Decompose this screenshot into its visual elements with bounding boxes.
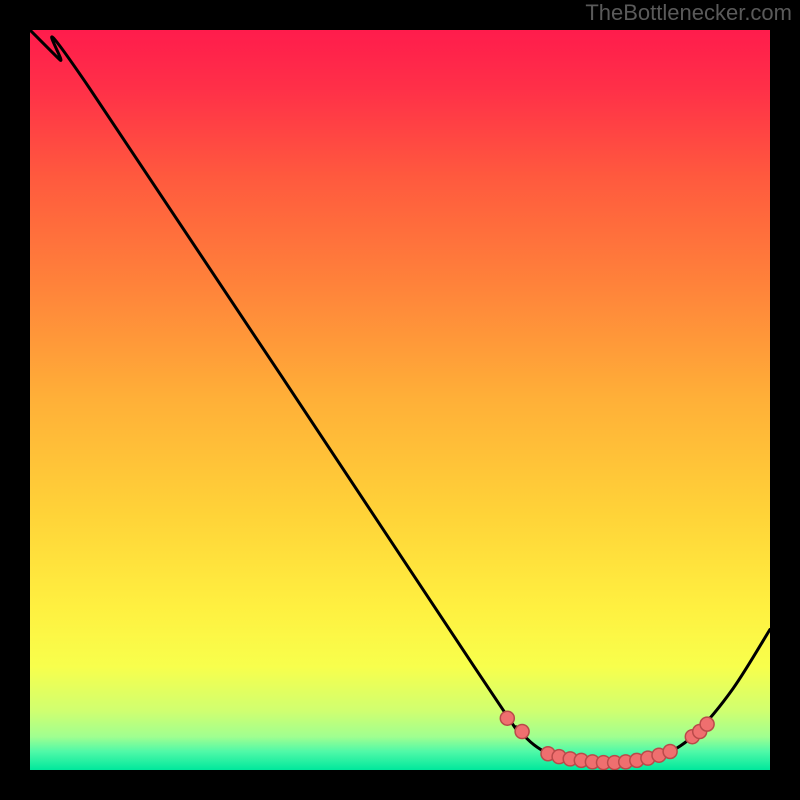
plot-svg — [30, 30, 770, 770]
chart-container: TheBottlenecker.com — [0, 0, 800, 800]
marker-point — [619, 755, 633, 769]
marker-point — [641, 751, 655, 765]
marker-point — [700, 717, 714, 731]
marker-point — [608, 756, 622, 770]
gradient-background — [30, 30, 770, 770]
marker-point — [693, 725, 707, 739]
plot-area — [30, 30, 770, 770]
watermark-label: TheBottlenecker.com — [585, 0, 792, 26]
marker-point — [652, 748, 666, 762]
marker-point — [515, 725, 529, 739]
marker-point — [563, 752, 577, 766]
marker-point — [685, 730, 699, 744]
marker-group — [500, 711, 714, 769]
marker-point — [663, 745, 677, 759]
marker-point — [630, 753, 644, 767]
marker-point — [500, 711, 514, 725]
marker-point — [585, 755, 599, 769]
marker-point — [541, 747, 555, 761]
bottleneck-curve — [30, 30, 770, 763]
marker-point — [597, 756, 611, 770]
marker-point — [574, 753, 588, 767]
marker-point — [552, 750, 566, 764]
